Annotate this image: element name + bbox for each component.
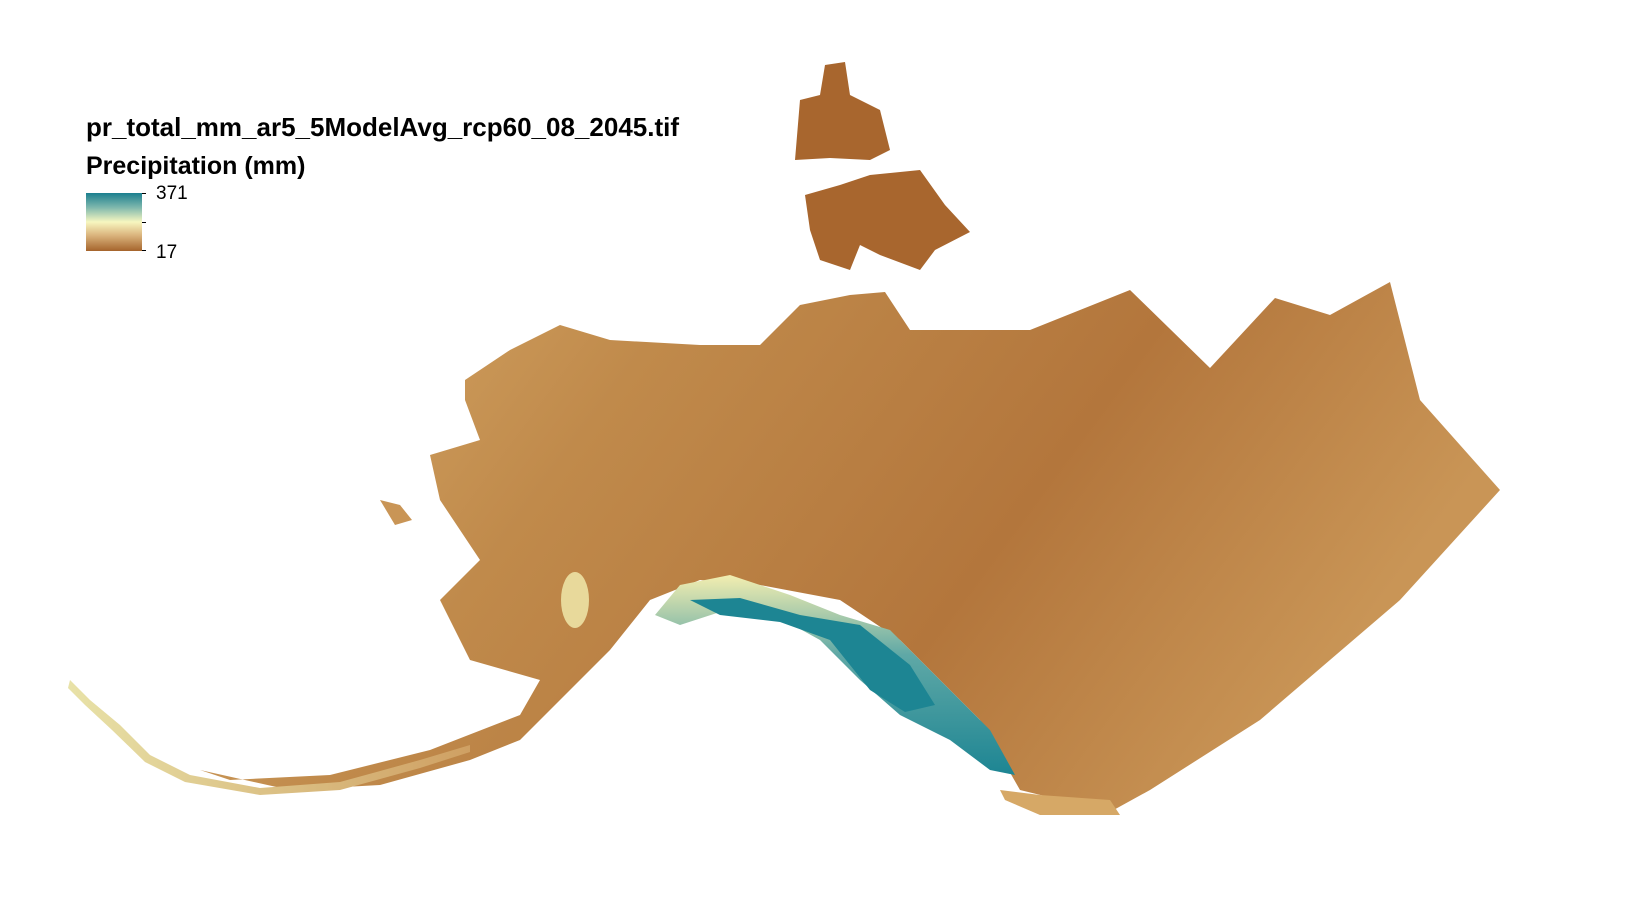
- legend-title: Precipitation (mm): [86, 152, 306, 180]
- legend-tick-min: [142, 250, 146, 251]
- legend-colorbar: [86, 193, 142, 251]
- legend-max-label: 371: [156, 183, 188, 204]
- map-title: pr_total_mm_ar5_5ModelAvg_rcp60_08_2045.…: [86, 112, 679, 142]
- wet-coastal-region: [655, 575, 1015, 775]
- legend-tick-max: [142, 193, 146, 194]
- island-southeast: [1000, 790, 1120, 815]
- mainland: [200, 282, 1500, 812]
- island-west: [380, 500, 412, 525]
- island-north-2: [805, 170, 970, 270]
- aleutian-islands: [68, 680, 470, 795]
- legend-min-label: 17: [156, 242, 178, 263]
- island-north-1: [795, 62, 890, 160]
- legend-tick-mid: [142, 222, 146, 223]
- wet-core: [690, 598, 935, 712]
- pale-region: [561, 572, 589, 628]
